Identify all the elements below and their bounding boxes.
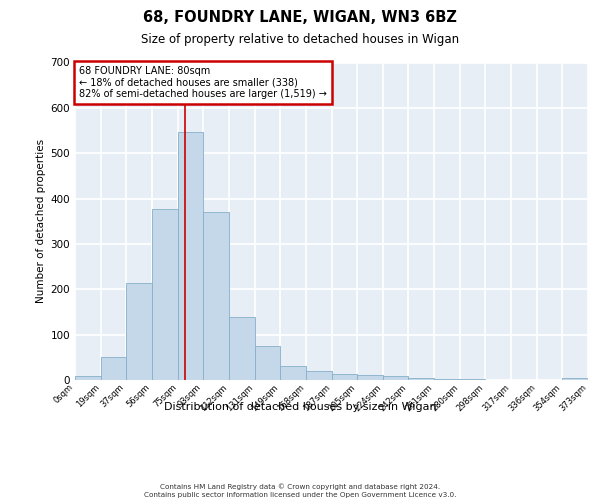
Bar [101, 358, 126, 380]
Bar [229, 316, 255, 380]
Y-axis label: Number of detached properties: Number of detached properties [37, 139, 46, 304]
Bar [152, 208, 178, 380]
Bar [408, 378, 434, 380]
Bar [357, 376, 383, 380]
Bar [562, 378, 588, 380]
Bar [332, 374, 357, 380]
Bar [306, 371, 332, 380]
Bar [255, 346, 280, 380]
Bar [460, 379, 485, 380]
Bar [203, 212, 229, 380]
Bar [434, 378, 460, 380]
Bar [126, 284, 152, 380]
Text: Contains HM Land Registry data © Crown copyright and database right 2024.
Contai: Contains HM Land Registry data © Crown c… [144, 484, 456, 498]
Bar [383, 376, 408, 380]
Text: Size of property relative to detached houses in Wigan: Size of property relative to detached ho… [141, 32, 459, 46]
Text: 68 FOUNDRY LANE: 80sqm
← 18% of detached houses are smaller (338)
82% of semi-de: 68 FOUNDRY LANE: 80sqm ← 18% of detached… [79, 66, 327, 99]
Text: Distribution of detached houses by size in Wigan: Distribution of detached houses by size … [164, 402, 436, 412]
Bar [280, 366, 306, 380]
Bar [178, 132, 203, 380]
Bar [75, 376, 101, 380]
Text: 68, FOUNDRY LANE, WIGAN, WN3 6BZ: 68, FOUNDRY LANE, WIGAN, WN3 6BZ [143, 10, 457, 25]
